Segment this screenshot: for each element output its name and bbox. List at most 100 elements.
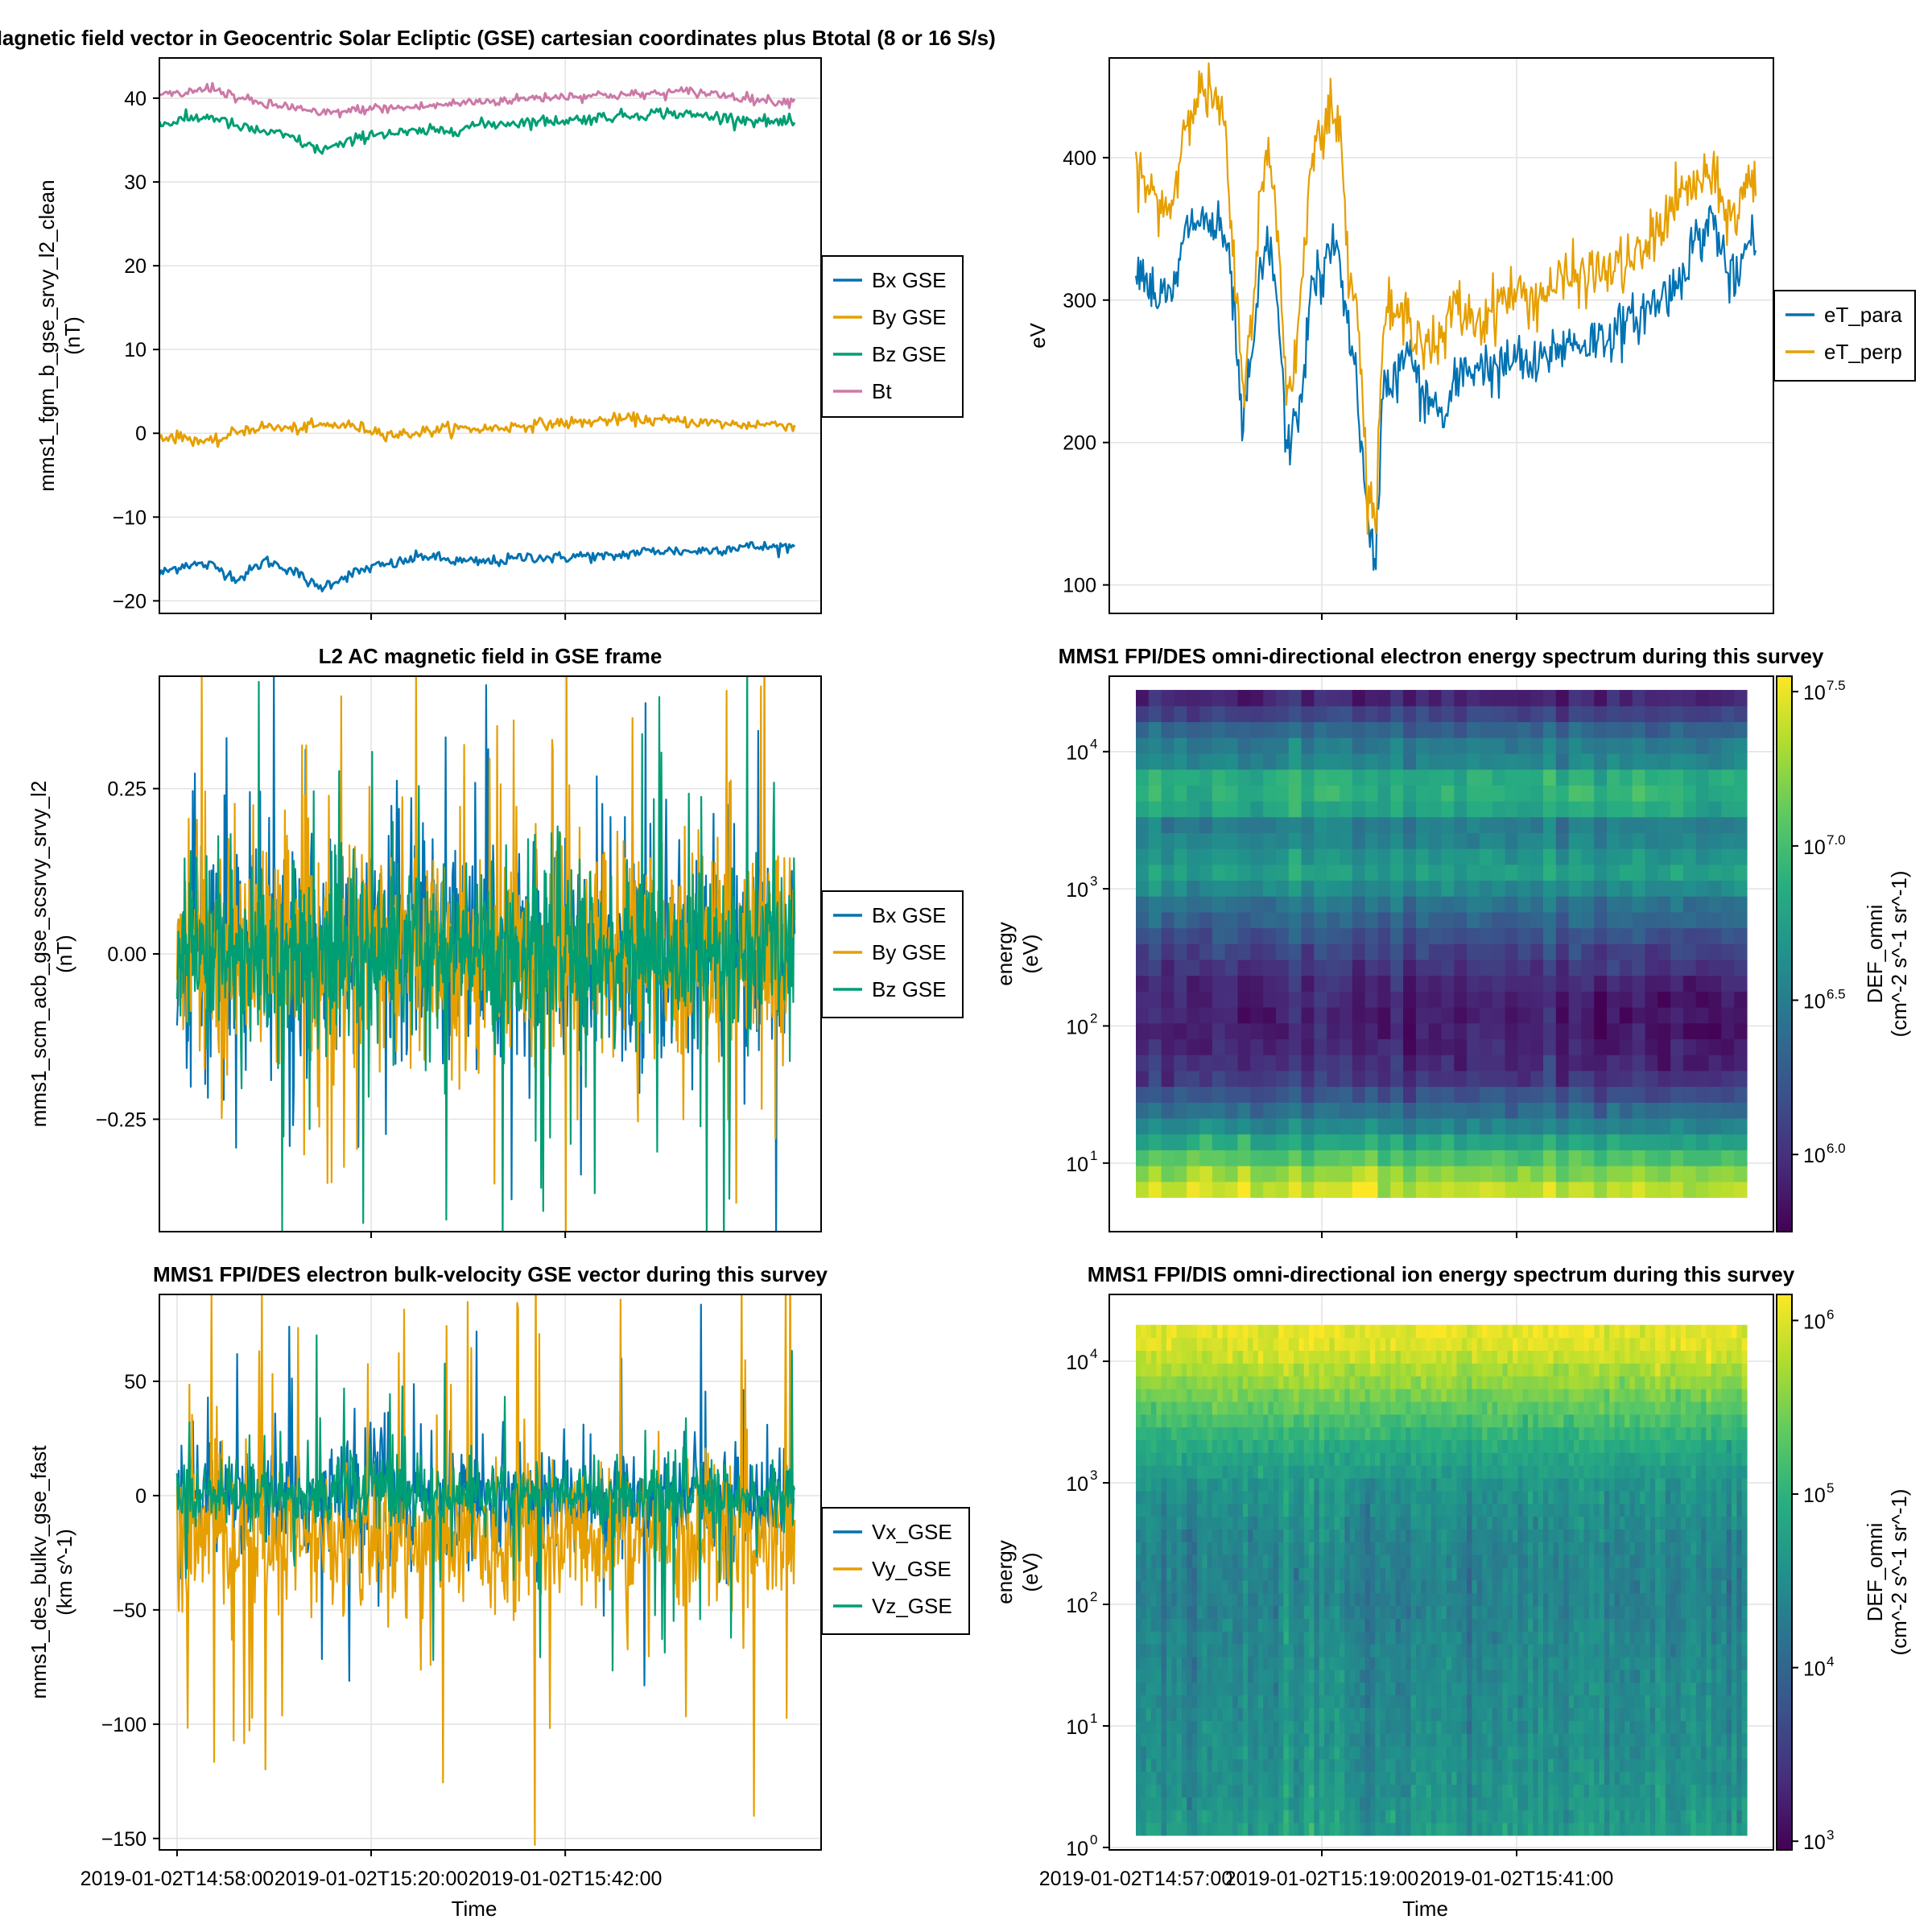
heatmap-cell <box>1377 1102 1391 1119</box>
heatmap-cell <box>1314 1554 1320 1568</box>
heatmap-cell <box>1161 753 1175 770</box>
heatmap-cell <box>1319 1810 1325 1823</box>
heatmap-cell <box>1581 800 1595 818</box>
heatmap-cell <box>1670 1022 1684 1040</box>
heatmap-cell <box>1726 1695 1732 1708</box>
heatmap-cell <box>1670 1503 1677 1517</box>
heatmap-cell <box>1390 1720 1397 1734</box>
heatmap-cell <box>1690 1745 1697 1760</box>
heatmap-cell <box>1548 1823 1554 1836</box>
heatmap-cell <box>1513 1771 1518 1785</box>
heatmap-cell <box>1513 1758 1518 1773</box>
heatmap-cell <box>1257 1605 1264 1619</box>
heatmap-cell <box>1161 1117 1175 1135</box>
heatmap-cell <box>1415 1823 1422 1836</box>
heatmap-cell <box>1492 864 1506 881</box>
heatmap-cell <box>1497 1771 1503 1785</box>
heatmap-cell <box>1695 896 1710 913</box>
heatmap-cell <box>1314 1070 1327 1088</box>
heatmap-cell <box>1385 1618 1391 1632</box>
heatmap-cell <box>1161 705 1175 723</box>
heatmap-cell <box>1344 1707 1351 1721</box>
heatmap-cell <box>1369 1758 1376 1773</box>
heatmap-cell <box>1502 1644 1509 1657</box>
heatmap-cell <box>1690 1682 1697 1696</box>
heatmap-cell <box>1706 1631 1712 1645</box>
heatmap-cell <box>1257 1644 1264 1657</box>
heatmap-cell <box>1632 1181 1646 1199</box>
heatmap-cell <box>1327 864 1340 881</box>
heatmap-cell <box>1377 943 1391 960</box>
heatmap-cell <box>1640 1720 1646 1734</box>
heatmap-cell <box>1207 1784 1213 1798</box>
heatmap-cell <box>1400 1644 1406 1657</box>
heatmap-cell <box>1309 1644 1315 1657</box>
heatmap-cell <box>1482 1656 1488 1670</box>
heatmap-cell <box>1649 1695 1656 1708</box>
heatmap-cell <box>1212 1477 1218 1492</box>
heatmap-cell <box>1528 1516 1534 1530</box>
heatmap-cell <box>1690 1631 1697 1645</box>
heatmap-cell <box>1428 927 1443 944</box>
heatmap-cell <box>1708 1150 1722 1166</box>
heatmap-cell <box>1237 1784 1244 1798</box>
heatmap-cell <box>1224 1150 1239 1166</box>
heatmap-cell <box>1736 1669 1743 1683</box>
heatmap-cell <box>1670 1733 1677 1747</box>
heatmap-cell <box>1708 1117 1722 1135</box>
heatmap-cell <box>1726 1707 1732 1721</box>
heatmap-cell <box>1301 1070 1315 1088</box>
heatmap-cell <box>1472 1656 1478 1670</box>
heatmap-cell <box>1640 1644 1646 1657</box>
heatmap-cell <box>1507 1720 1513 1734</box>
heatmap-cell <box>1657 911 1671 929</box>
heatmap-cell <box>1242 1605 1249 1619</box>
heatmap-cell <box>1227 1784 1233 1798</box>
heatmap-cell <box>1390 1758 1397 1773</box>
heatmap-cell <box>1632 1150 1646 1166</box>
heatmap-cell <box>1706 1695 1712 1708</box>
y-tick-label: 50 <box>124 1371 147 1393</box>
heatmap-cell <box>1415 1542 1422 1555</box>
heatmap-cell <box>1461 1631 1468 1645</box>
heatmap-cell <box>1682 1007 1697 1024</box>
heatmap-cell <box>1441 800 1455 818</box>
heatmap-cell <box>1573 1592 1579 1607</box>
heatmap-cell <box>1263 1797 1269 1810</box>
heatmap-cell <box>1263 1022 1277 1040</box>
heatmap-cell <box>1619 959 1633 976</box>
heatmap-cell <box>1298 1542 1305 1555</box>
heatmap-cell <box>1682 1117 1697 1135</box>
heatmap-cell <box>1629 1644 1636 1657</box>
heatmap-cell <box>1385 1733 1391 1747</box>
heatmap-cell <box>1479 1022 1493 1040</box>
heatmap-cell <box>1732 1605 1737 1619</box>
heatmap-cell <box>1324 1707 1330 1721</box>
heatmap-cell <box>1583 1656 1590 1670</box>
heatmap-cell <box>1645 1758 1651 1773</box>
heatmap-cell <box>1148 785 1162 802</box>
heatmap-cell <box>1670 769 1684 786</box>
heatmap-cell <box>1513 1579 1518 1594</box>
heatmap-cell <box>1492 1771 1498 1785</box>
heatmap-cell <box>1467 769 1480 786</box>
heatmap-cell <box>1406 1605 1412 1619</box>
heatmap-cell <box>1548 1605 1554 1619</box>
heatmap-cell <box>1721 753 1735 770</box>
heatmap-cell <box>1196 1490 1203 1505</box>
heatmap-cell <box>1548 1656 1554 1670</box>
heatmap-cell <box>1202 1477 1208 1492</box>
heatmap-cell <box>1657 1070 1671 1088</box>
heatmap-cell <box>1263 1733 1269 1747</box>
heatmap-cell <box>1303 1669 1310 1683</box>
heatmap-cell <box>1456 1745 1463 1760</box>
heatmap-cell <box>1492 943 1506 960</box>
heatmap-cell <box>1607 1150 1620 1166</box>
heatmap-cell <box>1706 1618 1712 1632</box>
heatmap-cell <box>1146 1644 1152 1657</box>
heatmap-cell <box>1517 1823 1524 1836</box>
heatmap-cell <box>1237 1605 1244 1619</box>
heatmap-cell <box>1390 1503 1397 1517</box>
heatmap-cell <box>1150 1720 1157 1734</box>
heatmap-cell <box>1543 1579 1549 1594</box>
